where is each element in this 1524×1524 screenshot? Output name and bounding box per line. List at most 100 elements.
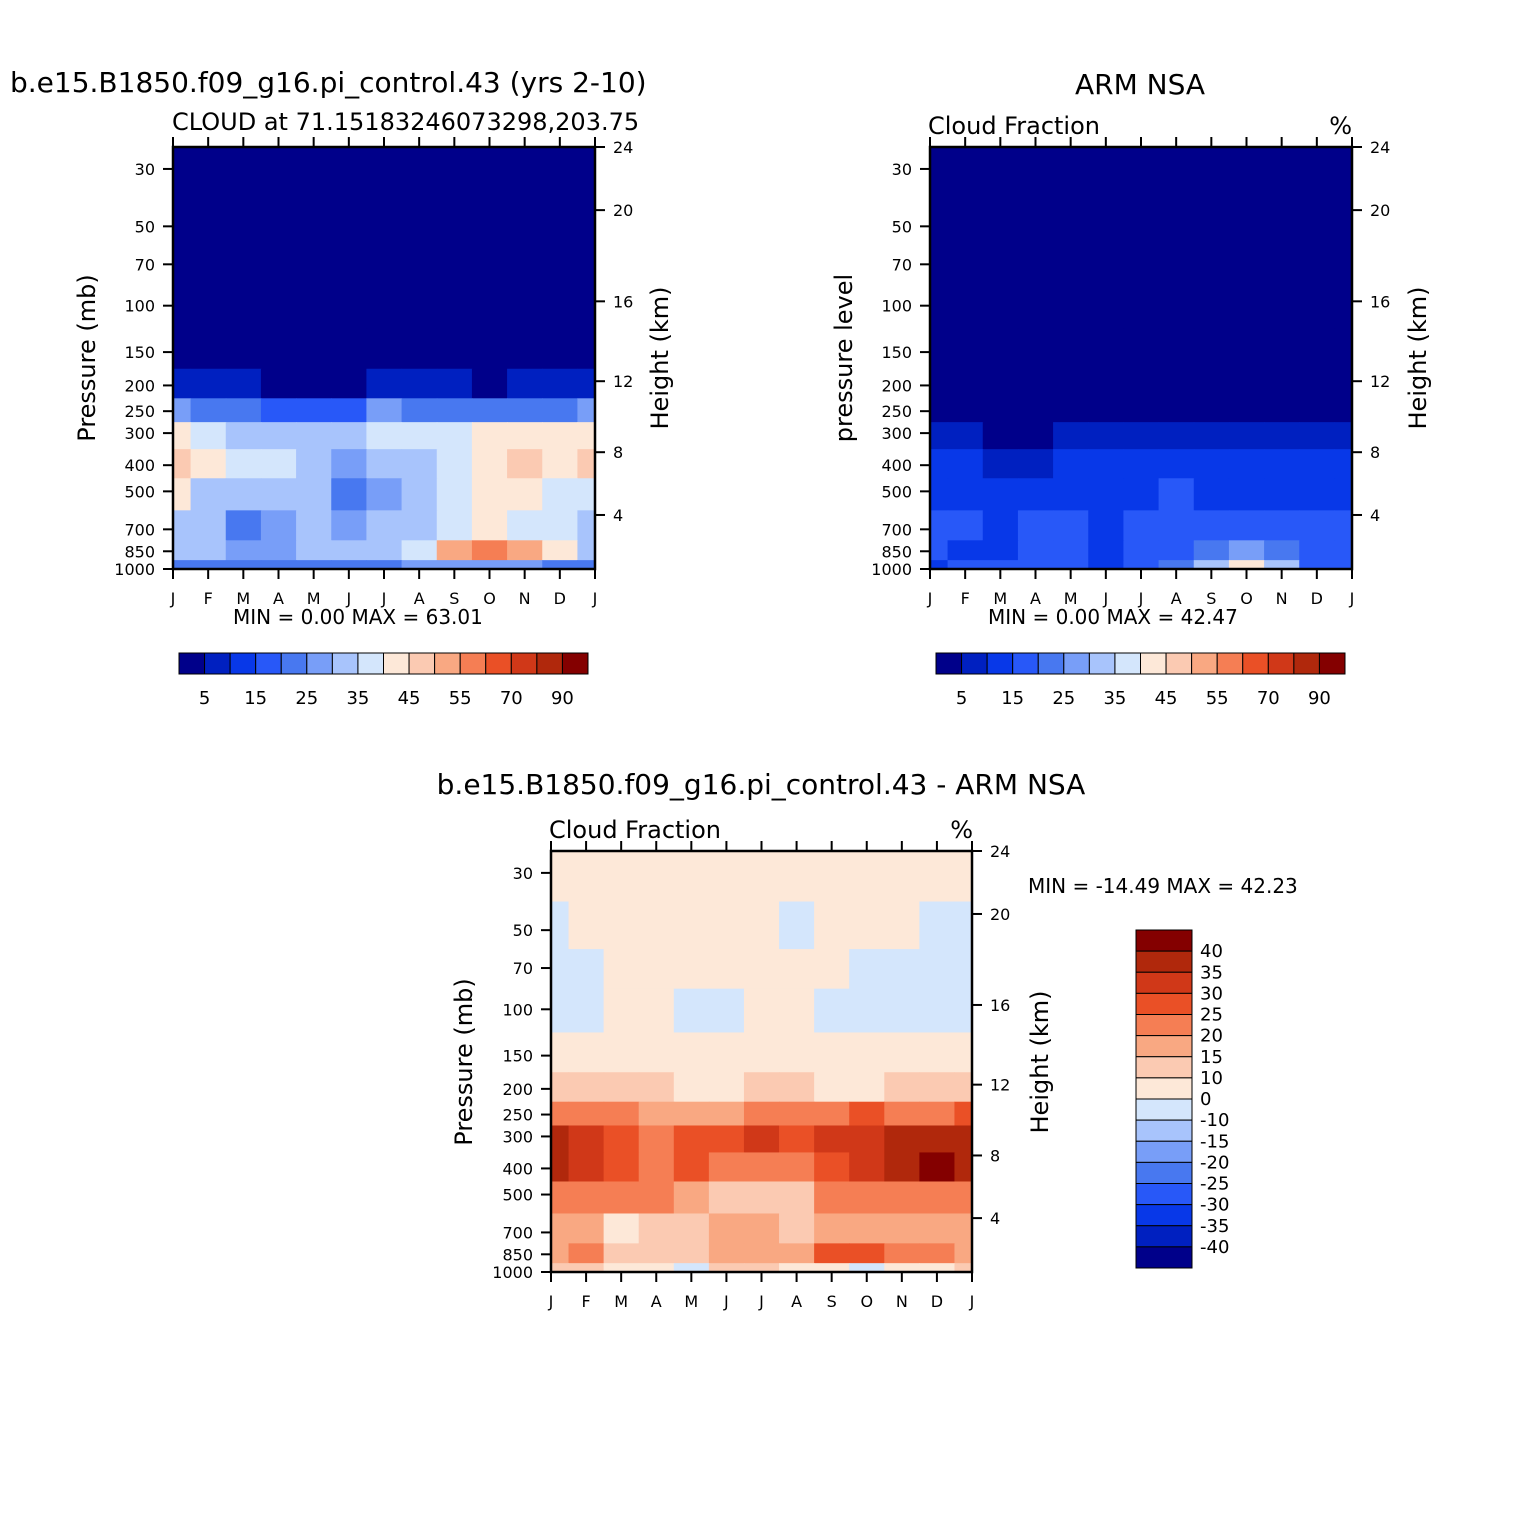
obs-cell (1123, 368, 1160, 399)
obs-cell (1334, 560, 1353, 570)
model-cell (260, 560, 297, 570)
diff-ytick-label: 150 (502, 1047, 533, 1066)
diff-contour-plot: J F M A M J J A S O N D J 30 50 70 100 150 200 250 300 400 500… (492, 841, 1010, 1311)
obs-cell (1264, 368, 1300, 399)
obs-cell (1123, 398, 1160, 423)
model-cell (190, 398, 227, 423)
diff-cbar-label: -40 (1200, 1237, 1229, 1258)
diff-cell (884, 949, 920, 990)
obs-cell (930, 328, 949, 370)
diff-cell (568, 1072, 605, 1103)
diff-cell (919, 1213, 956, 1244)
model-cell (173, 197, 192, 246)
model-cbar-swatch (331, 652, 359, 675)
diff-cell (603, 901, 640, 950)
model-cell (190, 147, 227, 199)
obs-cell (1053, 328, 1089, 370)
model-cell (471, 540, 508, 561)
obs-cell (1264, 478, 1300, 511)
obs-ytick-label: 150 (881, 343, 912, 362)
diff-cell (638, 1263, 675, 1273)
diff-cbar-swatch (1135, 1183, 1193, 1206)
obs-cell (930, 398, 949, 423)
diff-cell (884, 851, 920, 903)
model-cell (190, 422, 227, 450)
diff-cell (743, 851, 780, 903)
obs-cell (1123, 510, 1160, 541)
model-cell (366, 478, 403, 511)
model-cell (190, 368, 227, 399)
diff-cell (849, 1213, 885, 1244)
diff-cbar-label: 10 (1200, 1068, 1223, 1089)
obs-ytick-label: 1000 (871, 560, 912, 579)
obs-cell (1088, 540, 1125, 561)
model-cell (173, 328, 192, 370)
diff-cbar-label: -35 (1200, 1216, 1229, 1237)
diff-cbar-label: 30 (1200, 983, 1223, 1004)
diff-cell (919, 949, 956, 990)
model-cell (542, 147, 579, 199)
model-cell (173, 449, 192, 479)
obs-cell (1053, 197, 1089, 246)
obs-ytick-label: 850 (881, 542, 912, 561)
diff-cell (708, 988, 745, 1034)
obs-cell (982, 510, 1019, 541)
diff-cell (638, 1152, 675, 1183)
model-ytick-label: 70 (135, 255, 155, 274)
model-cell (173, 398, 192, 423)
model-ytick-label: 250 (124, 402, 155, 421)
diff-cell (849, 1152, 885, 1183)
obs-cell (1193, 398, 1230, 423)
model-minmax: MIN = 0.00 MAX = 63.01 (233, 605, 483, 629)
diff-cell (954, 851, 973, 903)
diff-y2tick-label: 16 (990, 996, 1010, 1015)
model-cell (225, 478, 262, 511)
diff-cell (638, 1032, 675, 1073)
obs-cell (982, 398, 1019, 423)
diff-cell (779, 1213, 815, 1244)
model-cell (331, 328, 368, 370)
diff-cell (743, 949, 780, 990)
diff-cell (673, 901, 710, 950)
model-ytick-label: 850 (124, 542, 155, 561)
obs-cell (930, 540, 949, 561)
model-cbar-swatch (383, 652, 410, 675)
model-cell (366, 328, 403, 370)
model-cell (296, 245, 332, 286)
obs-cell (1017, 328, 1054, 370)
obs-cell (1193, 560, 1230, 570)
model-cell (225, 510, 262, 541)
diff-cbar-label: -10 (1200, 1110, 1229, 1131)
diff-cbar-label: 20 (1200, 1026, 1223, 1047)
obs-cell (1053, 147, 1089, 199)
obs-minmax: MIN = 0.00 MAX = 42.47 (988, 605, 1238, 629)
obs-cbar-label: 35 (1103, 688, 1126, 709)
model-cell (331, 478, 368, 511)
diff-cell (638, 949, 675, 990)
obs-cell (1228, 560, 1265, 570)
obs-cell (1053, 560, 1089, 570)
panel-diff: b.e15.B1850.f09_g16.pi_control.43 - ARM … (437, 768, 1298, 1311)
obs-cell (930, 245, 949, 286)
obs-cell (1228, 368, 1265, 399)
model-cell (507, 398, 543, 423)
diff-cell (884, 1243, 920, 1264)
diff-cell (954, 988, 973, 1034)
obs-cell (1228, 245, 1265, 286)
obs-cell (1088, 449, 1125, 479)
model-cell (225, 328, 262, 370)
model-cell (331, 422, 368, 450)
diff-cell (568, 851, 605, 903)
obs-cell (930, 478, 949, 511)
model-cell (471, 510, 508, 541)
obs-cbar-swatch (986, 652, 1014, 675)
obs-cell (1017, 197, 1054, 246)
model-cell (436, 560, 473, 570)
model-cell (296, 510, 332, 541)
diff-ytick-label: 30 (513, 864, 533, 883)
diff-cell (954, 1243, 973, 1264)
obs-cell (1193, 540, 1230, 561)
model-cell (331, 197, 368, 246)
model-cell (542, 478, 579, 511)
